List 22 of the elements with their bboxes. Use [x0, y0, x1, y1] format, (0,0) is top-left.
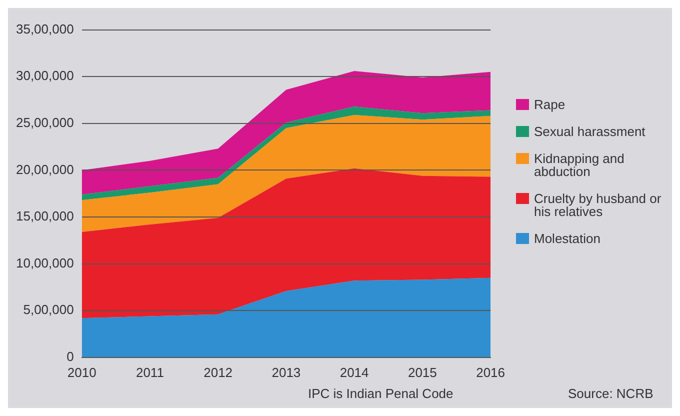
y-tick-label: 35,00,000: [16, 21, 74, 36]
legend-label: Cruelty by husband or his relatives: [534, 191, 662, 219]
x-tick-label: 2014: [340, 364, 369, 380]
legend-label: Rape: [534, 97, 566, 112]
source-note: Source: NCRB: [568, 386, 654, 401]
legend-label: Sexual harassment: [534, 124, 646, 139]
y-tick-label: 20,00,000: [16, 162, 74, 177]
x-tick-label: 2015: [408, 364, 437, 380]
x-tick-label: 2010: [67, 364, 96, 380]
text: IPC is Indian Penal Code: [308, 386, 454, 401]
y-tick-label: 10,00,000: [16, 255, 74, 270]
y-tick-label: 5,00,000: [23, 302, 74, 318]
y-tick-label: 25,00,000: [16, 114, 74, 130]
x-tick-label: 2011: [136, 364, 164, 380]
y-tick-label: 15,00,000: [16, 208, 74, 224]
legend-label: Kidnapping and abduction: [534, 151, 626, 179]
y-tick-label: 0: [66, 348, 74, 364]
x-tick-label: 2016: [476, 364, 505, 380]
legend-label: Molestation: [534, 231, 600, 246]
x-tick-label: 2013: [272, 364, 301, 380]
y-tick-label: 30,00,000: [16, 68, 74, 84]
x-tick-label: 2012: [204, 364, 233, 380]
